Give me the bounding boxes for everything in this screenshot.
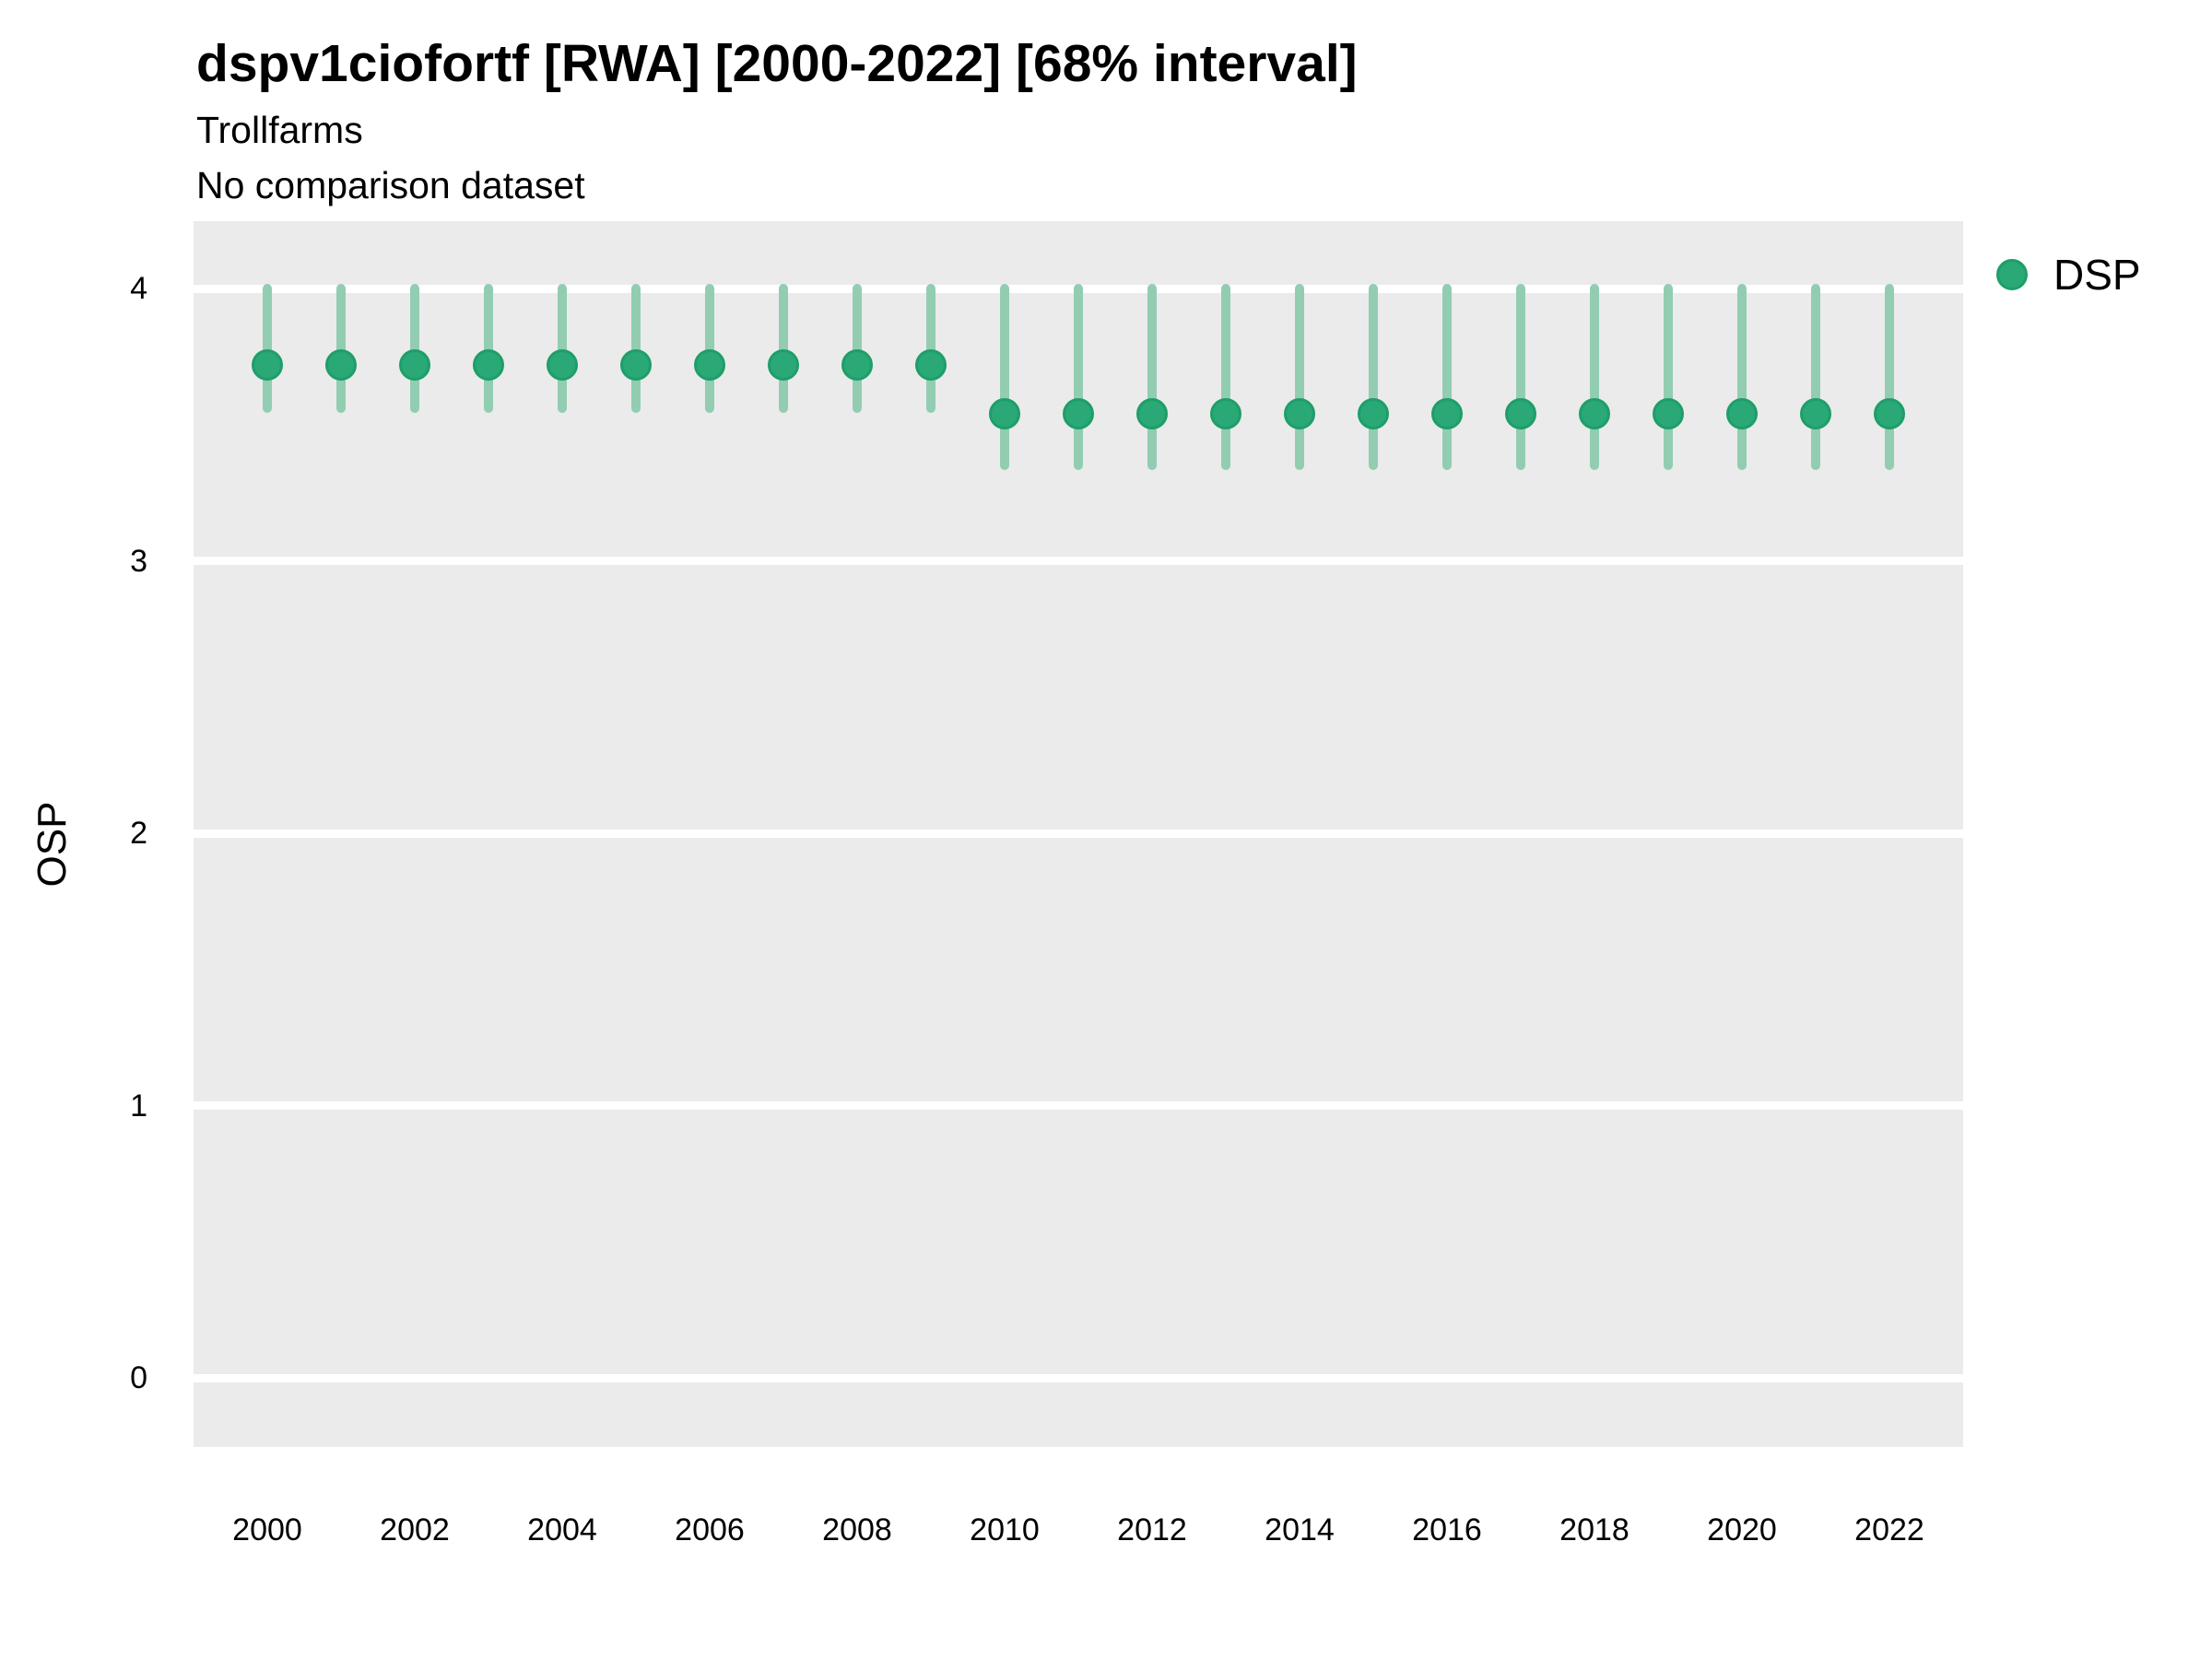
error-bar-2019	[1664, 284, 1673, 471]
gridline-y-0	[194, 1373, 1963, 1382]
x-tick-label-2014: 2014	[1265, 1512, 1335, 1547]
data-point-2010	[989, 397, 1020, 429]
x-tick-label-2002: 2002	[380, 1512, 450, 1547]
legend: DSP	[1996, 251, 2141, 299]
error-bar-2009	[926, 284, 935, 414]
data-point-2007	[768, 348, 799, 381]
legend-label-dsp: DSP	[2053, 251, 2141, 299]
data-point-2016	[1431, 397, 1463, 429]
data-point-2005	[620, 348, 652, 381]
plot-area	[194, 221, 1963, 1447]
x-tick-label-2010: 2010	[970, 1512, 1040, 1547]
error-bar-2004	[558, 284, 567, 414]
error-bar-2008	[853, 284, 862, 414]
x-tick-label-2018: 2018	[1559, 1512, 1630, 1547]
gridline-y-2	[194, 829, 1963, 838]
y-tick-label-2: 2	[130, 816, 147, 851]
x-tick-label-2000: 2000	[232, 1512, 302, 1547]
error-bar-2020	[1737, 284, 1747, 471]
y-tick-label-4: 4	[130, 271, 147, 306]
data-point-2011	[1063, 397, 1094, 429]
error-bar-2003	[484, 284, 493, 414]
y-tick-label-1: 1	[130, 1088, 147, 1124]
x-tick-label-2020: 2020	[1707, 1512, 1777, 1547]
data-point-2014	[1284, 397, 1315, 429]
data-point-2020	[1726, 397, 1758, 429]
error-bar-2010	[1000, 284, 1009, 471]
x-tick-label-2016: 2016	[1412, 1512, 1482, 1547]
error-bar-2006	[705, 284, 714, 414]
chart-title: dspv1ciofortf [RWA] [2000-2022] [68% int…	[196, 34, 1358, 93]
data-point-2001	[325, 348, 357, 381]
data-point-2015	[1358, 397, 1389, 429]
data-point-2000	[252, 348, 283, 381]
error-bar-2005	[631, 284, 641, 414]
data-point-2009	[915, 348, 947, 381]
x-tick-label-2022: 2022	[1854, 1512, 1924, 1547]
error-bar-2018	[1590, 284, 1599, 471]
data-point-2006	[694, 348, 725, 381]
data-point-2018	[1579, 397, 1610, 429]
y-tick-label-3: 3	[130, 543, 147, 579]
x-tick-label-2008: 2008	[822, 1512, 892, 1547]
error-bar-2015	[1369, 284, 1378, 471]
data-point-2003	[473, 348, 504, 381]
error-bar-2002	[410, 284, 419, 414]
y-tick-label-0: 0	[130, 1360, 147, 1395]
error-bar-2021	[1811, 284, 1820, 471]
comparison-note: No comparison dataset	[196, 164, 585, 206]
data-point-2004	[547, 348, 578, 381]
x-tick-label-2004: 2004	[527, 1512, 597, 1547]
error-bar-2001	[336, 284, 346, 414]
error-bar-2013	[1221, 284, 1230, 471]
gridline-y-3	[194, 557, 1963, 565]
error-bar-2000	[263, 284, 272, 414]
error-bar-2014	[1295, 284, 1304, 471]
error-bar-2017	[1516, 284, 1525, 471]
data-point-2002	[399, 348, 430, 381]
x-tick-label-2012: 2012	[1117, 1512, 1187, 1547]
data-point-2017	[1505, 397, 1536, 429]
error-bar-2016	[1442, 284, 1452, 471]
error-bar-2007	[779, 284, 788, 414]
data-point-2021	[1800, 397, 1831, 429]
data-point-2013	[1210, 397, 1241, 429]
data-point-2022	[1874, 397, 1905, 429]
data-point-2019	[1653, 397, 1684, 429]
data-point-2008	[841, 348, 873, 381]
data-point-2012	[1136, 397, 1168, 429]
legend-swatch-dsp	[1996, 259, 2028, 290]
error-bar-2011	[1074, 284, 1083, 471]
error-bar-2022	[1885, 284, 1894, 471]
x-tick-label-2006: 2006	[675, 1512, 745, 1547]
error-bar-2012	[1147, 284, 1157, 471]
chart-subtitle: Trollfarms	[196, 109, 363, 151]
gridline-y-1	[194, 1101, 1963, 1110]
